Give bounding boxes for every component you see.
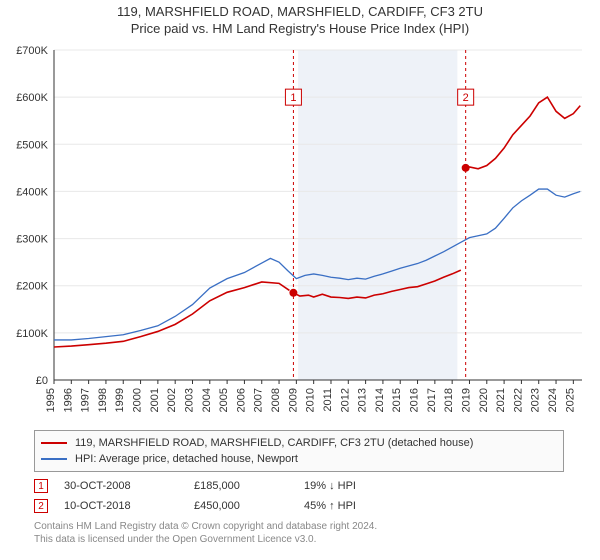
x-tick-label: 1996 [62,388,74,412]
x-tick-label: 1999 [114,388,126,412]
legend-box: 119, MARSHFIELD ROAD, MARSHFIELD, CARDIF… [34,430,564,472]
chart-container: 119, MARSHFIELD ROAD, MARSHFIELD, CARDIF… [0,0,600,560]
y-tick-label: £600K [16,92,48,104]
x-tick-label: 2008 [270,388,282,412]
x-tick-label: 2021 [495,388,507,412]
title-line2: Price paid vs. HM Land Registry's House … [0,21,600,36]
legend-row: 119, MARSHFIELD ROAD, MARSHFIELD, CARDIF… [41,435,557,451]
legend-swatch [41,442,67,444]
footer-line1: Contains HM Land Registry data © Crown c… [34,520,377,533]
legend-row: HPI: Average price, detached house, Newp… [41,451,557,467]
y-tick-label: £700K [16,45,48,57]
y-tick-label: £100K [16,328,48,340]
sale-marker-num: 2 [463,92,469,104]
x-tick-label: 2005 [218,388,230,412]
title-block: 119, MARSHFIELD ROAD, MARSHFIELD, CARDIF… [0,0,600,36]
sales-table: 1 30-OCT-2008£185,00019% ↓ HPI 2 10-OCT-201… [34,476,414,516]
chart-svg: £0 £100K £200K £300K £400K £500K £600K £700K 199… [10,44,590,424]
x-tick-label: 2004 [201,388,213,412]
x-tick-label: 2012 [339,388,351,412]
x-tick-label: 2016 [409,388,421,412]
sale-row: 1 30-OCT-2008£185,00019% ↓ HPI [34,476,414,496]
footer: Contains HM Land Registry data © Crown c… [34,520,377,546]
x-tick-label: 2000 [132,388,144,412]
sale-date: 30-OCT-2008 [64,480,194,492]
sale-marker-num: 1 [290,92,296,104]
x-tick-label: 2019 [460,388,472,412]
x-tick-label: 2024 [547,388,559,412]
footer-line2: This data is licensed under the Open Gov… [34,533,377,546]
x-tick-label: 2017 [426,388,438,412]
y-tick-label: £300K [16,234,48,246]
sale-delta: 45% ↑ HPI [304,500,414,512]
x-tick-label: 2015 [391,388,403,412]
x-tick-label: 2014 [374,388,386,412]
x-tick-label: 2006 [235,388,247,412]
x-tick-label: 2023 [530,388,542,412]
sale-marker-icon: 1 [34,479,48,493]
x-tick-label: 2007 [253,388,265,412]
x-tick-label: 1998 [97,388,109,412]
legend-label: HPI: Average price, detached house, Newp… [75,453,298,465]
x-tick-label: 2010 [305,388,317,412]
x-tick-label: 1997 [80,388,92,412]
x-tick-label: 2003 [183,388,195,412]
sale-marker-icon: 2 [34,499,48,513]
chart-area: £0 £100K £200K £300K £400K £500K £600K £700K 199… [10,44,590,424]
x-tick-label: 2001 [149,388,161,412]
y-tick-label: £0 [36,375,48,387]
sale-row: 2 10-OCT-2018£450,00045% ↑ HPI [34,496,414,516]
legend-swatch [41,458,67,460]
sale-marker-dot [462,164,470,172]
x-tick-label: 2013 [357,388,369,412]
x-tick-label: 2020 [478,388,490,412]
x-tick-label: 2002 [166,388,178,412]
shade-band [298,50,457,380]
legend-label: 119, MARSHFIELD ROAD, MARSHFIELD, CARDIF… [75,437,473,449]
x-tick-label: 2022 [512,388,524,412]
sale-date: 10-OCT-2018 [64,500,194,512]
sale-delta: 19% ↓ HPI [304,480,414,492]
title-line1: 119, MARSHFIELD ROAD, MARSHFIELD, CARDIF… [0,4,600,19]
x-tick-label: 2018 [443,388,455,412]
y-tick-label: £500K [16,139,48,151]
x-tick-label: 2009 [287,388,299,412]
x-tick-label: 2011 [322,388,334,412]
y-tick-label: £400K [16,186,48,198]
y-tick-label: £200K [16,281,48,293]
x-tick-label: 2025 [564,388,576,412]
sale-price: £185,000 [194,480,304,492]
sale-price: £450,000 [194,500,304,512]
sale-marker-dot [289,289,297,297]
x-tick-label: 1995 [45,388,57,412]
